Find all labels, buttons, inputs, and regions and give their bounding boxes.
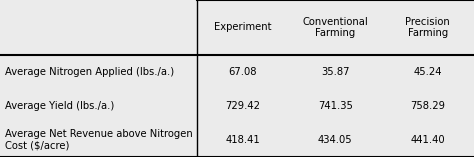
Text: 35.87: 35.87 [321, 67, 350, 77]
Text: Average Net Revenue above Nitrogen
Cost ($/acre): Average Net Revenue above Nitrogen Cost … [5, 129, 192, 151]
Text: Conventional
Farming: Conventional Farming [302, 17, 368, 38]
Text: Experiment: Experiment [214, 22, 272, 32]
Text: 741.35: 741.35 [318, 101, 353, 111]
Text: 67.08: 67.08 [228, 67, 257, 77]
Text: 45.24: 45.24 [413, 67, 442, 77]
Text: Precision
Farming: Precision Farming [405, 17, 450, 38]
Text: 729.42: 729.42 [226, 101, 260, 111]
Text: 441.40: 441.40 [410, 135, 445, 145]
Text: Average Nitrogen Applied (lbs./a.): Average Nitrogen Applied (lbs./a.) [5, 67, 174, 77]
Text: 434.05: 434.05 [318, 135, 353, 145]
Text: Average Yield (lbs./a.): Average Yield (lbs./a.) [5, 101, 114, 111]
Text: 758.29: 758.29 [410, 101, 445, 111]
Text: 418.41: 418.41 [226, 135, 260, 145]
